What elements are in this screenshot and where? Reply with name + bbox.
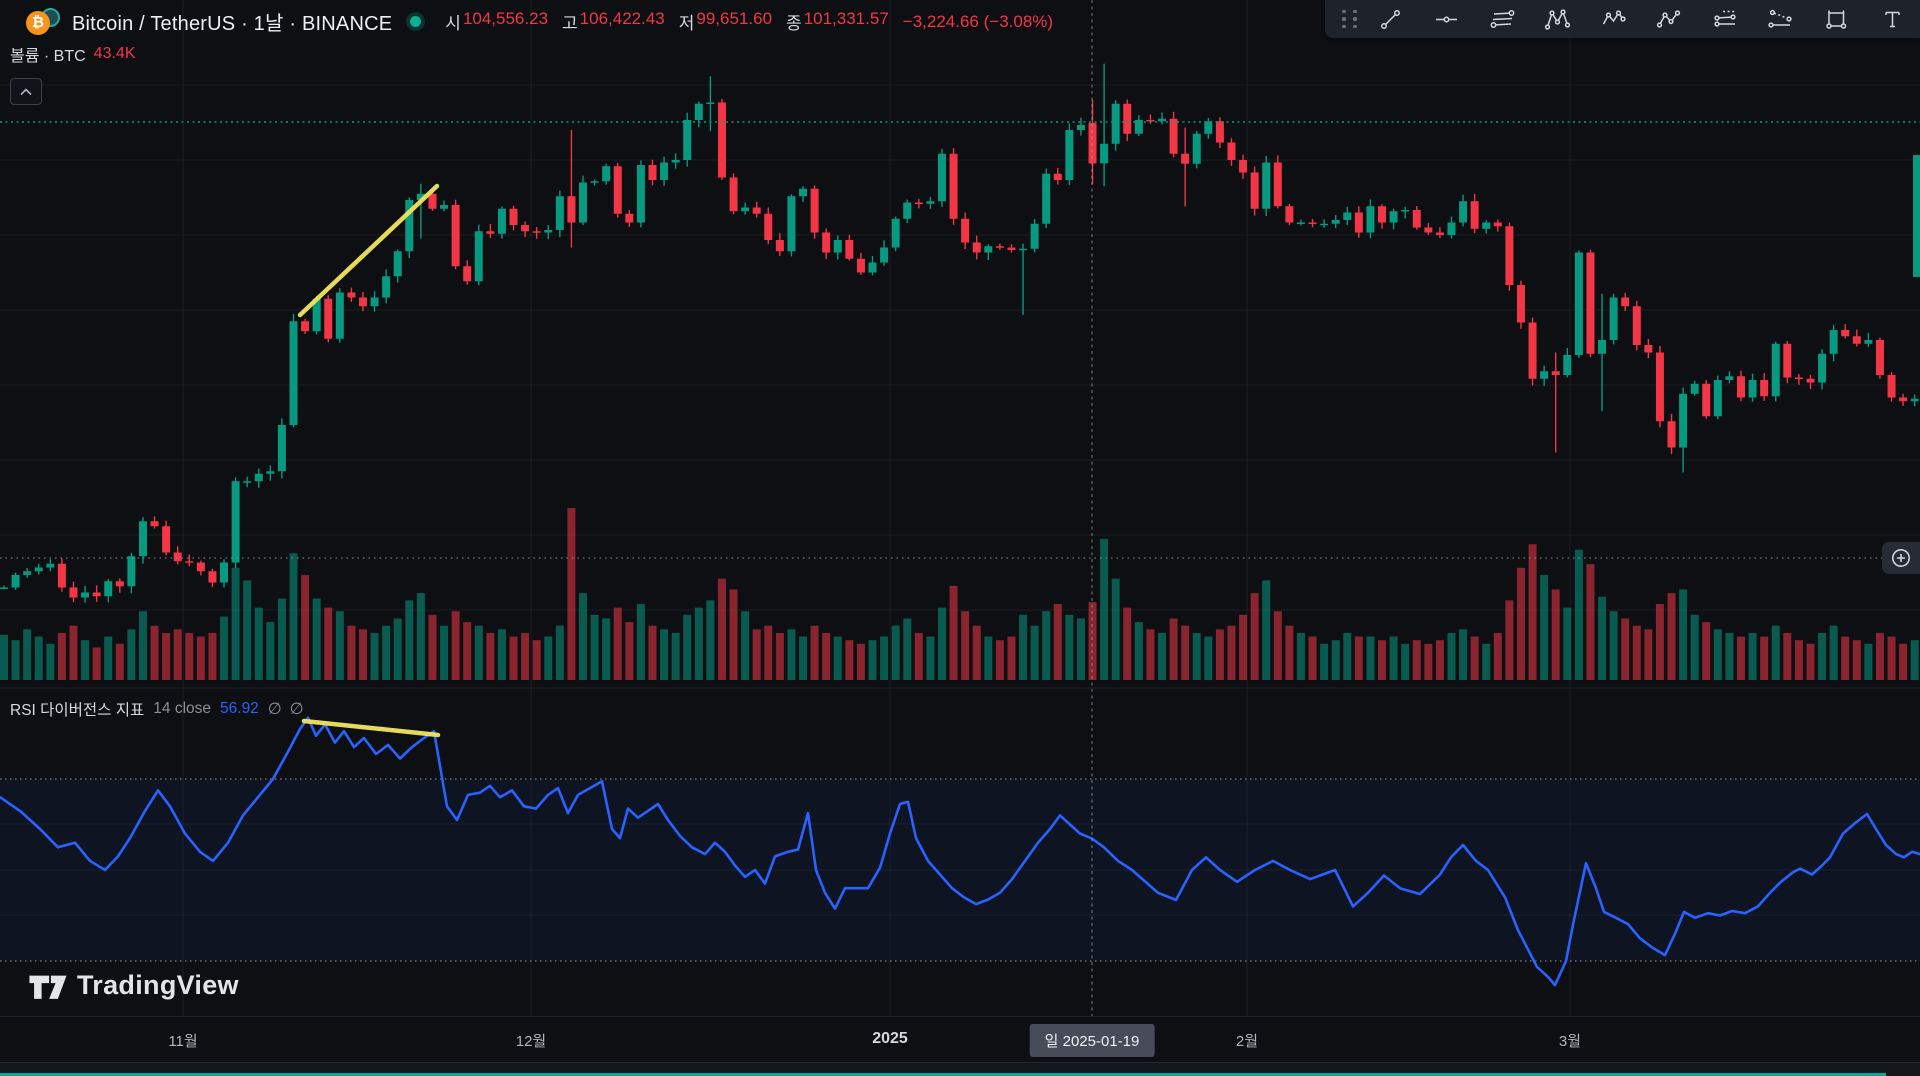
time-axis-label: 2025 [872,1030,908,1047]
ohlc-values: 시 104,556.23 고 106,422.43 저 99,651.60 종 101,… [445,9,1053,34]
time-axis-label: 2월 [1235,1033,1259,1050]
rectangle-tool-button[interactable] [1809,0,1865,38]
drawing-toolbar [1325,0,1920,38]
close-value: 101,331.57 [803,9,889,28]
open-label: 시 [445,14,461,33]
symbol-title[interactable]: Bitcoin / TetherUS · 1날 · BINANCE [72,13,393,35]
trend-line-icon [1381,9,1401,29]
zigzag-line-tool-button[interactable] [1642,0,1698,38]
rectangle-icon [1826,10,1847,29]
horizontal-line-icon [1436,16,1458,22]
text-tool-tool-button[interactable] [1864,0,1920,38]
bottom-toolbar-strip [0,1062,1920,1076]
crosshair-date-badge: 일 2025-01-19 [1029,1024,1155,1057]
status-dot-icon[interactable] [410,16,422,27]
open-value: 104,556.23 [462,9,549,28]
bitcoin-icon: ₿ [26,7,62,36]
time-axis-label: 11월 [168,1033,198,1050]
toolbar-drag-handle-icon[interactable] [1337,9,1363,29]
zigzag-line-icon [1656,9,1681,28]
rsi-indicator-value: 56.92 [220,700,259,717]
change-value: −3,224.66 (−3.08%) [902,11,1054,31]
volume-legend: 볼륨 · BTC 43.4K [10,42,135,66]
trend-line-tool-button[interactable] [1363,0,1419,38]
xabcd-pattern-icon [1545,8,1571,30]
flat-bottom-channel-icon [1768,9,1792,28]
parallel-channel-icon [1490,9,1515,28]
collapse-panel-button[interactable] [10,78,42,105]
chevron-up-icon [20,87,32,95]
tradingview-logo-text: TradingView [77,970,239,1000]
parallel-channel-tool-button[interactable] [1474,0,1530,38]
low-value: 99,651.60 [696,9,773,28]
high-value: 106,422.43 [579,9,665,28]
xabcd-pattern-tool-button[interactable] [1530,0,1586,38]
time-axis-label: 3월 [1558,1033,1582,1050]
elliott-wave-icon [1603,9,1626,24]
time-axis[interactable]: 일 2025-01-19 11월 12월 2025 2월 3월 [0,1016,1920,1063]
loading-progress-line [0,1073,1886,1076]
volume-label[interactable]: 볼륨 · BTC [10,48,86,65]
rsi-indicator-params: 14 close [153,700,212,717]
tradingview-logo-icon [29,975,67,999]
pitchfork-icon [1713,10,1736,27]
plus-circle-icon [1892,549,1910,567]
high-label: 고 [562,14,578,33]
add-alert-plus-button[interactable] [1882,542,1920,574]
symbol-header: ₿ Bitcoin / TetherUS · 1날 · BINANCE 시 104… [26,7,1053,36]
rsi-indicator-name[interactable]: RSI 다이버전스 지표 [10,702,145,719]
volume-value: 43.4K [93,45,136,62]
rsi-indicator-legend: RSI 다이버전스 지표 14 close 56.92 ∅∅ [10,698,312,720]
time-axis-label: 12월 [515,1033,547,1050]
low-label: 저 [678,14,695,33]
rsi-empty-values: ∅∅ [267,701,312,718]
elliott-wave-tool-button[interactable] [1586,0,1642,38]
close-label: 종 [786,14,802,33]
text-tool-icon [1884,11,1900,27]
tradingview-attribution[interactable]: TradingView [28,970,239,1001]
horizontal-line-tool-button[interactable] [1419,0,1475,38]
pitchfork-tool-button[interactable] [1697,0,1753,38]
flat-bottom-channel-tool-button[interactable] [1753,0,1809,38]
